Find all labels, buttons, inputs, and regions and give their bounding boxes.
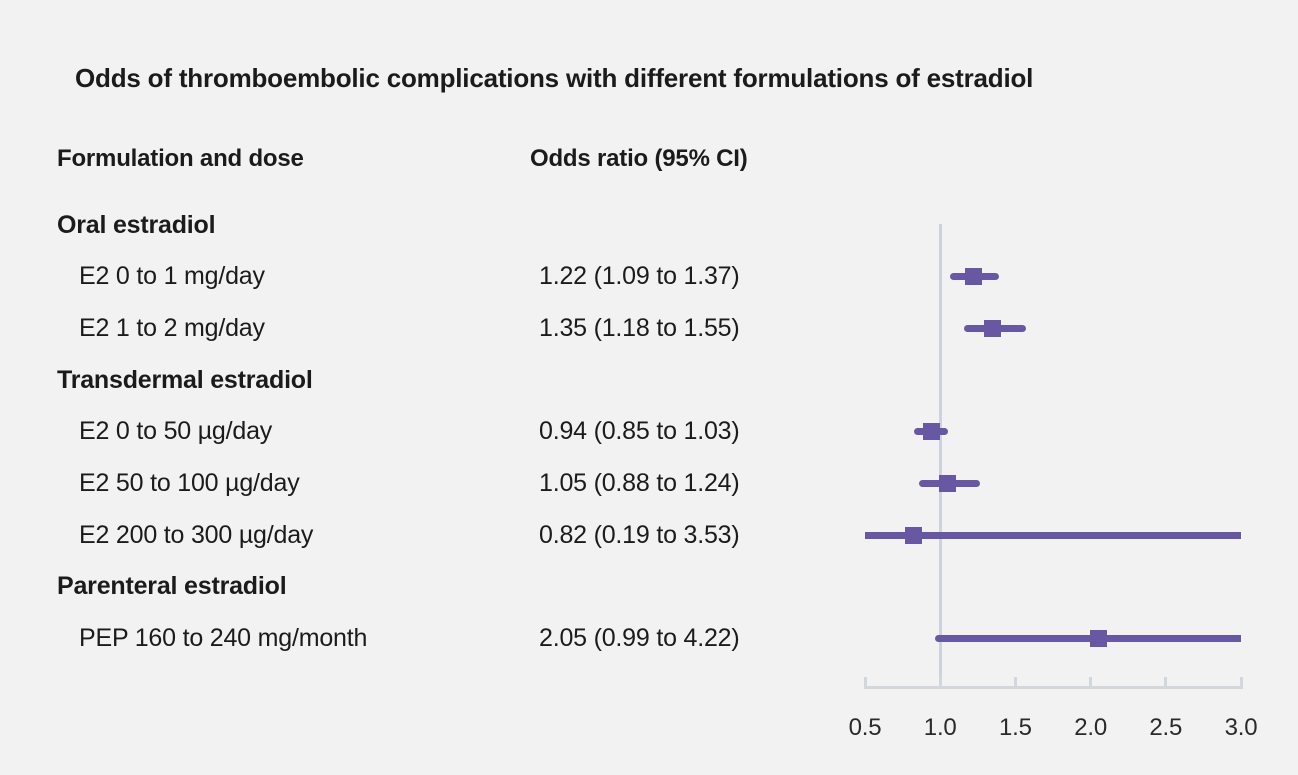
axis-tick xyxy=(863,677,867,686)
axis-tick-label: 1.0 xyxy=(923,714,957,741)
item-value: 0.94 (0.85 to 1.03) xyxy=(539,417,740,446)
or-marker xyxy=(939,475,957,492)
group-label: Transdermal estradiol xyxy=(57,365,313,394)
group-row: Transdermal estradiol xyxy=(0,362,860,398)
item-label: E2 50 to 100 µg/day xyxy=(79,469,300,497)
item-value: 1.35 (1.18 to 1.55) xyxy=(539,313,740,342)
or-marker xyxy=(922,423,940,441)
axis-tick xyxy=(938,677,942,686)
item-label: E2 200 to 300 µg/day xyxy=(79,520,314,549)
ci-line xyxy=(865,531,1241,539)
group-row: Parenteral estradiol xyxy=(0,569,860,605)
or-marker xyxy=(1089,630,1107,648)
item-row: E2 1 to 2 mg/day 1.35 (1.18 to 1.55) xyxy=(0,310,860,346)
item-label: PEP 160 to 240 mg/month xyxy=(79,624,368,653)
axis-baseline xyxy=(863,686,1243,689)
item-value: 2.05 (0.99 to 4.22) xyxy=(539,624,740,653)
ci-line xyxy=(935,635,1241,643)
item-label: E2 0 to 1 mg/day xyxy=(79,262,265,291)
axis-tick xyxy=(1013,677,1017,686)
or-marker xyxy=(964,268,982,286)
axis-tick xyxy=(1164,677,1168,686)
item-value: 0.82 (0.19 to 3.53) xyxy=(539,520,740,549)
item-row: PEP 160 to 240 mg/month 2.05 (0.99 to 4.2… xyxy=(0,621,860,657)
axis-tick xyxy=(1239,677,1243,686)
axis-tick-label: 0.5 xyxy=(848,714,882,741)
item-value: 1.05 (0.88 to 1.24) xyxy=(539,469,740,497)
group-row: Oral estradiol xyxy=(0,207,860,243)
column-header-formulation: Formulation and dose xyxy=(57,145,304,172)
or-marker xyxy=(984,319,1002,337)
item-value: 1.22 (1.09 to 1.37) xyxy=(539,262,740,291)
item-label: E2 0 to 50 µg/day xyxy=(79,417,273,446)
column-header-odds: Odds ratio (95% CI) xyxy=(530,145,748,172)
item-row: E2 50 to 100 µg/day 1.05 (0.88 to 1.24) xyxy=(0,466,860,502)
group-label: Oral estradiol xyxy=(57,210,216,239)
group-label: Parenteral estradiol xyxy=(57,572,287,601)
axis-tick xyxy=(1089,677,1093,686)
or-marker xyxy=(904,526,922,544)
axis-tick-label: 1.5 xyxy=(999,714,1032,741)
axis-tick-label: 3.0 xyxy=(1224,714,1258,741)
axis-tick-label: 2.5 xyxy=(1149,714,1183,741)
item-label: E2 1 to 2 mg/day xyxy=(79,313,265,342)
item-row: E2 0 to 1 mg/day 1.22 (1.09 to 1.37) xyxy=(0,259,860,295)
reference-line xyxy=(938,224,942,689)
chart-title: Odds of thromboembolic complications wit… xyxy=(75,63,1034,93)
item-row: E2 0 to 50 µg/day 0.94 (0.85 to 1.03) xyxy=(0,414,860,450)
axis-tick-label: 2.0 xyxy=(1074,714,1107,741)
item-row: E2 200 to 300 µg/day 0.82 (0.19 to 3.53) xyxy=(0,517,860,553)
